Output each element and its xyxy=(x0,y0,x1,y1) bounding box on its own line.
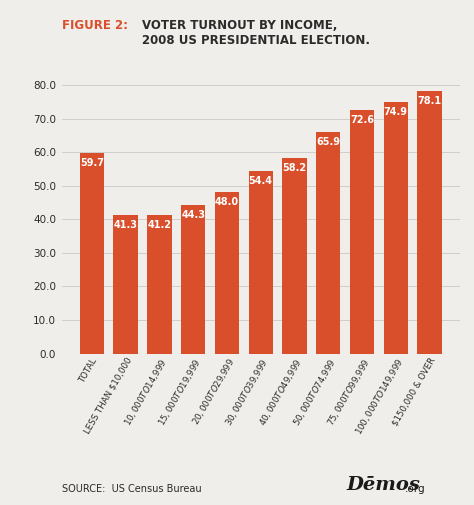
Bar xyxy=(80,153,104,354)
Text: 41.2: 41.2 xyxy=(147,220,172,230)
Bar xyxy=(350,110,374,354)
Text: 48.0: 48.0 xyxy=(215,197,239,208)
Bar xyxy=(316,132,340,354)
Text: 58.2: 58.2 xyxy=(283,163,307,173)
Text: 78.1: 78.1 xyxy=(418,96,442,107)
Text: 54.4: 54.4 xyxy=(249,176,273,186)
Bar xyxy=(181,205,205,354)
Bar xyxy=(147,215,172,354)
Text: 44.3: 44.3 xyxy=(181,210,205,220)
Bar xyxy=(113,215,138,354)
Text: 59.7: 59.7 xyxy=(80,158,104,168)
Bar xyxy=(248,171,273,354)
Text: VOTER TURNOUT BY INCOME,
2008 US PRESIDENTIAL ELECTION.: VOTER TURNOUT BY INCOME, 2008 US PRESIDE… xyxy=(142,19,370,46)
Text: 41.3: 41.3 xyxy=(114,220,137,230)
Bar xyxy=(418,91,442,354)
Text: 72.6: 72.6 xyxy=(350,115,374,125)
Bar xyxy=(283,158,307,354)
Bar xyxy=(215,192,239,354)
Text: 65.9: 65.9 xyxy=(316,137,340,147)
Bar xyxy=(383,102,408,354)
Text: 74.9: 74.9 xyxy=(384,107,408,117)
Text: SOURCE:  US Census Bureau: SOURCE: US Census Bureau xyxy=(62,484,201,494)
Text: Dēmos: Dēmos xyxy=(346,476,420,494)
Text: FIGURE 2:: FIGURE 2: xyxy=(62,19,128,32)
Text: .org: .org xyxy=(405,484,426,494)
